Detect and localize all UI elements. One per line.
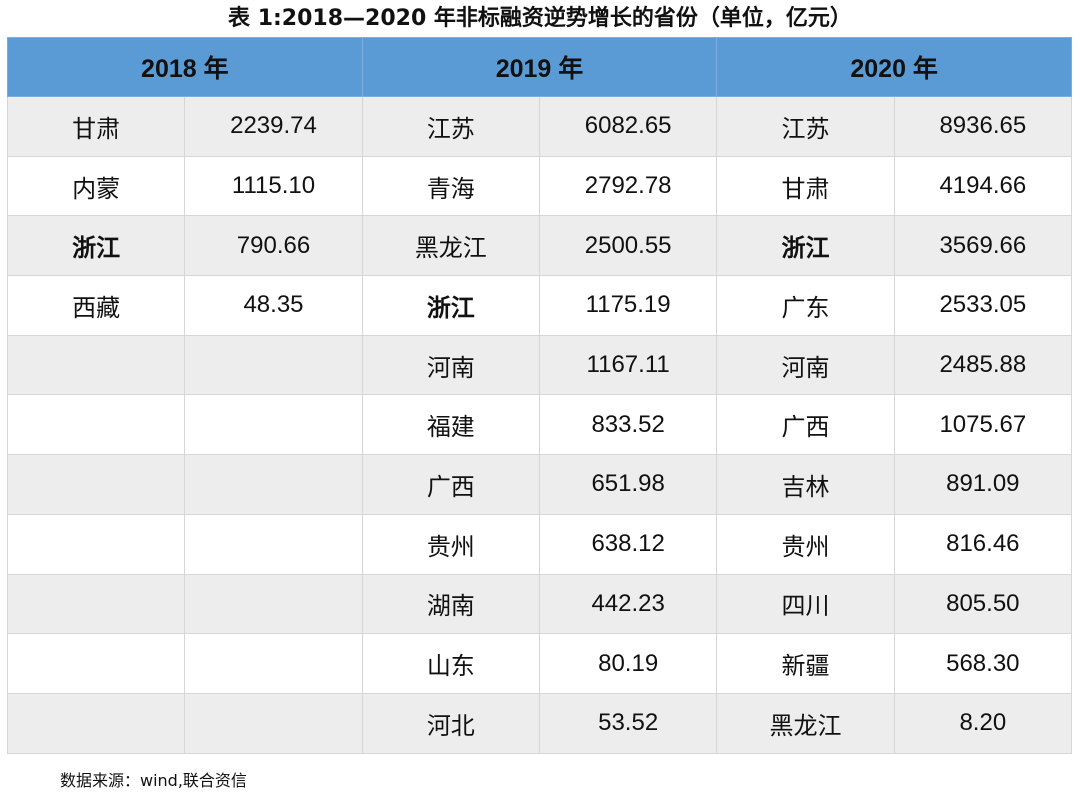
y2018-value-cell: [184, 334, 363, 396]
table-row: 甘肃 2239.74 江苏 6082.65 江苏 8936.65: [6, 96, 1073, 157]
y2018-value-cell: 790.66: [184, 215, 363, 277]
table-row: 贵州 638.12 贵州 816.46: [6, 513, 1073, 575]
y2020-province-cell: 四川: [716, 573, 895, 635]
table-row: 广西 651.98 吉林 891.09: [6, 454, 1073, 515]
y2019-province-cell: 广西: [361, 454, 540, 515]
table-body: 甘肃 2239.74 江苏 6082.65 江苏 8936.65 内蒙 1115.10 青海 27…: [6, 96, 1073, 754]
y2019-value-cell: 2792.78: [538, 155, 718, 217]
y2019-value-cell: 442.23: [538, 573, 718, 635]
y2020-province-cell: 广西: [716, 394, 895, 456]
y2020-value-cell: 2533.05: [893, 275, 1073, 336]
y2020-province-cell: 新疆: [716, 633, 895, 694]
y2018-province-cell: 甘肃: [6, 96, 186, 157]
y2019-value-cell: 651.98: [538, 454, 718, 515]
y2019-province-cell: 山东: [361, 633, 540, 694]
y2020-value-cell: 805.50: [893, 573, 1073, 635]
y2019-province-cell: 河北: [361, 692, 540, 754]
y2018-province-cell: [6, 334, 186, 396]
y2020-value-cell: 2485.88: [893, 334, 1073, 396]
y2019-value-cell: 833.52: [538, 394, 718, 456]
table-row: 浙江 790.66 黑龙江 2500.55 浙江 3569.66: [6, 215, 1073, 277]
y2018-province-cell: [6, 454, 186, 515]
table-row: 湖南 442.23 四川 805.50: [6, 573, 1073, 635]
y2018-value-cell: [184, 692, 363, 754]
y2019-value-cell: 1167.11: [538, 334, 718, 396]
y2018-value-cell: [184, 394, 363, 456]
y2020-value-cell: 891.09: [893, 454, 1073, 515]
header-row: 2018 年 2019 年 2020 年: [7, 37, 1072, 97]
y2020-value-cell: 4194.66: [893, 155, 1073, 217]
y2020-province-cell: 江苏: [716, 96, 895, 157]
table-row: 内蒙 1115.10 青海 2792.78 甘肃 4194.66: [6, 155, 1073, 217]
y2018-value-cell: 1115.10: [184, 155, 363, 217]
y2018-value-cell: [184, 513, 363, 575]
y2020-value-cell: 8936.65: [893, 96, 1073, 157]
y2019-value-cell: 2500.55: [538, 215, 718, 277]
y2018-province-cell: [6, 633, 186, 694]
y2020-value-cell: 3569.66: [893, 215, 1073, 277]
table-row: 河北 53.52 黑龙江 8.20: [6, 692, 1073, 754]
y2020-province-cell: 广东: [716, 275, 895, 336]
y2018-value-cell: [184, 633, 363, 694]
table-row: 福建 833.52 广西 1075.67: [6, 394, 1073, 456]
y2020-value-cell: 816.46: [893, 513, 1073, 575]
y2018-value-cell: [184, 573, 363, 635]
y2018-value-cell: 48.35: [184, 275, 363, 336]
y2019-province-cell: 湖南: [361, 573, 540, 635]
y2020-value-cell: 1075.67: [893, 394, 1073, 456]
table-title: 表 1:2018—2020 年非标融资逆势增长的省份（单位，亿元）: [228, 6, 852, 31]
y2020-value-cell: 8.20: [893, 692, 1073, 754]
y2018-province-cell: 西藏: [6, 275, 186, 336]
y2019-province-cell: 贵州: [361, 513, 540, 575]
y2018-province-cell: [6, 394, 186, 456]
provinces-table: 2018 年 2019 年 2020 年 甘肃 2239.74 江苏 6082.65 江…: [6, 37, 1073, 754]
header-2018: 2018 年: [7, 37, 363, 97]
y2019-province-cell: 黑龙江: [361, 215, 540, 277]
y2018-value-cell: [184, 454, 363, 515]
y2018-province-cell: [6, 513, 186, 575]
y2020-province-cell: 甘肃: [716, 155, 895, 217]
table-row: 西藏 48.35 浙江 1175.19 广东 2533.05: [6, 275, 1073, 336]
y2019-province-cell: 福建: [361, 394, 540, 456]
y2020-province-cell: 贵州: [716, 513, 895, 575]
y2020-province-cell: 河南: [716, 334, 895, 396]
y2019-province-cell: 江苏: [361, 96, 540, 157]
y2018-province-cell: [6, 573, 186, 635]
y2018-province-cell: [6, 692, 186, 754]
y2020-province-cell: 黑龙江: [716, 692, 895, 754]
table-row: 河南 1167.11 河南 2485.88: [6, 334, 1073, 396]
y2019-value-cell: 80.19: [538, 633, 718, 694]
table-row: 山东 80.19 新疆 568.30: [6, 633, 1073, 694]
y2020-value-cell: 568.30: [893, 633, 1073, 694]
y2019-value-cell: 53.52: [538, 692, 718, 754]
y2019-value-cell: 638.12: [538, 513, 718, 575]
y2020-province-cell: 浙江: [716, 215, 895, 277]
y2019-province-cell: 青海: [361, 155, 540, 217]
data-source: 数据来源：wind,联合资信: [60, 771, 247, 790]
y2019-value-cell: 1175.19: [538, 275, 718, 336]
header-2019: 2019 年: [361, 37, 718, 97]
header-2020: 2020 年: [716, 37, 1072, 97]
y2019-province-cell: 浙江: [361, 275, 540, 336]
y2018-value-cell: 2239.74: [184, 96, 363, 157]
y2019-value-cell: 6082.65: [538, 96, 718, 157]
y2018-province-cell: 浙江: [6, 215, 186, 277]
y2020-province-cell: 吉林: [716, 454, 895, 515]
y2019-province-cell: 河南: [361, 334, 540, 396]
y2018-province-cell: 内蒙: [6, 155, 186, 217]
